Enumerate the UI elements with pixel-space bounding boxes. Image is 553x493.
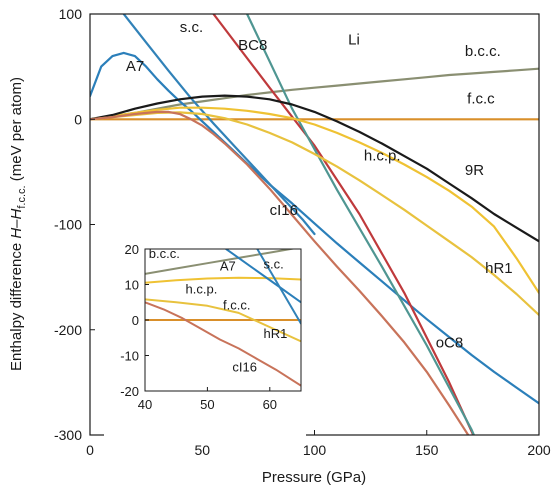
series-label-ci16: cI16: [270, 202, 298, 219]
series-line-ci16: [90, 110, 470, 435]
inset-x-tick-label: 50: [200, 397, 214, 412]
series-label-9r: 9R: [465, 162, 484, 179]
inset-series-line-hr1: [145, 298, 301, 343]
inset-series-label-b-c-c: b.c.c.: [149, 246, 180, 261]
y-axis-label-suffix: (meV per atom): [8, 77, 25, 185]
inset-series-label-f-c-c: f.c.c.: [223, 297, 250, 312]
series-label-b-c-c: b.c.c.: [465, 43, 501, 60]
inset-labels-group: b.c.c. A7 s.c. h.c.p. f.c.c. hR1 cI16: [149, 246, 288, 375]
series-line-bc8: [212, 14, 475, 435]
inset-series-label-hr1: hR1: [264, 326, 288, 341]
inset-series-label-h-c-p: h.c.p.: [186, 281, 218, 296]
y-axis-label: Enthalpy difference H–Hf.c.c. (meV per a…: [8, 77, 28, 371]
y-axis-label-italic: H–H: [8, 208, 25, 238]
series-line-h-c-p: [90, 106, 539, 294]
inset-series-label-s-c: s.c.: [264, 257, 284, 272]
inset-y-tick-label: -20: [120, 384, 139, 399]
series-line-b-c-c: [90, 67, 539, 121]
series-line-9r: [90, 94, 539, 243]
x-tick-label: 0: [86, 442, 94, 458]
y-axis-label-subscript: f.c.c.: [16, 185, 28, 208]
series-labels-group: s.c. BC8 Li b.c.c. A7 f.c.c h.c.p. 9R cI16 hR1 oC8: [126, 19, 513, 352]
series-label-a7: A7: [126, 58, 144, 75]
y-tick-label: -100: [54, 217, 82, 233]
main-series-group: [90, 14, 539, 435]
inset-series-line-s-c: [256, 249, 301, 325]
y-tick-label: -200: [54, 322, 82, 338]
inset-series-line-ci16: [145, 301, 301, 387]
y-tick-label: -300: [54, 427, 82, 443]
x-tick-label: 200: [527, 442, 551, 458]
series-label-h-c-p: h.c.p.: [364, 147, 401, 164]
x-tick-label: 100: [303, 442, 327, 458]
series-label-f-c-c: f.c.c: [467, 90, 495, 107]
inset-ticks-group: 40 50 60 -20 -10 0 10 20: [120, 242, 277, 412]
inset-series-group: [145, 249, 301, 387]
inset-series-label-a7: A7: [220, 258, 236, 273]
inset-series-line-b-c-c: [145, 249, 297, 275]
inset-x-tick-label: 60: [263, 397, 277, 412]
series-label-s-c: s.c.: [180, 19, 203, 36]
inset-series-line-a7: [225, 249, 301, 304]
inset-y-tick-label: 10: [125, 278, 139, 293]
x-axis-label: Pressure (GPa): [262, 469, 366, 486]
inset-x-tick-label: 40: [138, 397, 152, 412]
series-label-bc8: BC8: [238, 37, 267, 54]
inset-y-tick-label: 20: [125, 242, 139, 257]
y-tick-label: 0: [74, 111, 82, 127]
inset-background: [104, 236, 306, 436]
inset-y-tick-label: 0: [132, 313, 139, 328]
x-tick-label: 50: [194, 442, 210, 458]
inset-series-label-ci16: cI16: [232, 359, 257, 374]
series-label-li: Li: [348, 32, 360, 49]
series-label-oc8: oC8: [436, 335, 464, 352]
series-line-s-c: [122, 14, 316, 236]
inset-y-tick-label: -10: [120, 349, 139, 364]
series-label-hr1: hR1: [485, 260, 513, 277]
series-line-li: [246, 14, 476, 435]
y-axis-label-prefix: Enthalpy difference: [8, 239, 25, 371]
x-tick-label: 150: [415, 442, 439, 458]
y-tick-label: 100: [59, 6, 83, 22]
